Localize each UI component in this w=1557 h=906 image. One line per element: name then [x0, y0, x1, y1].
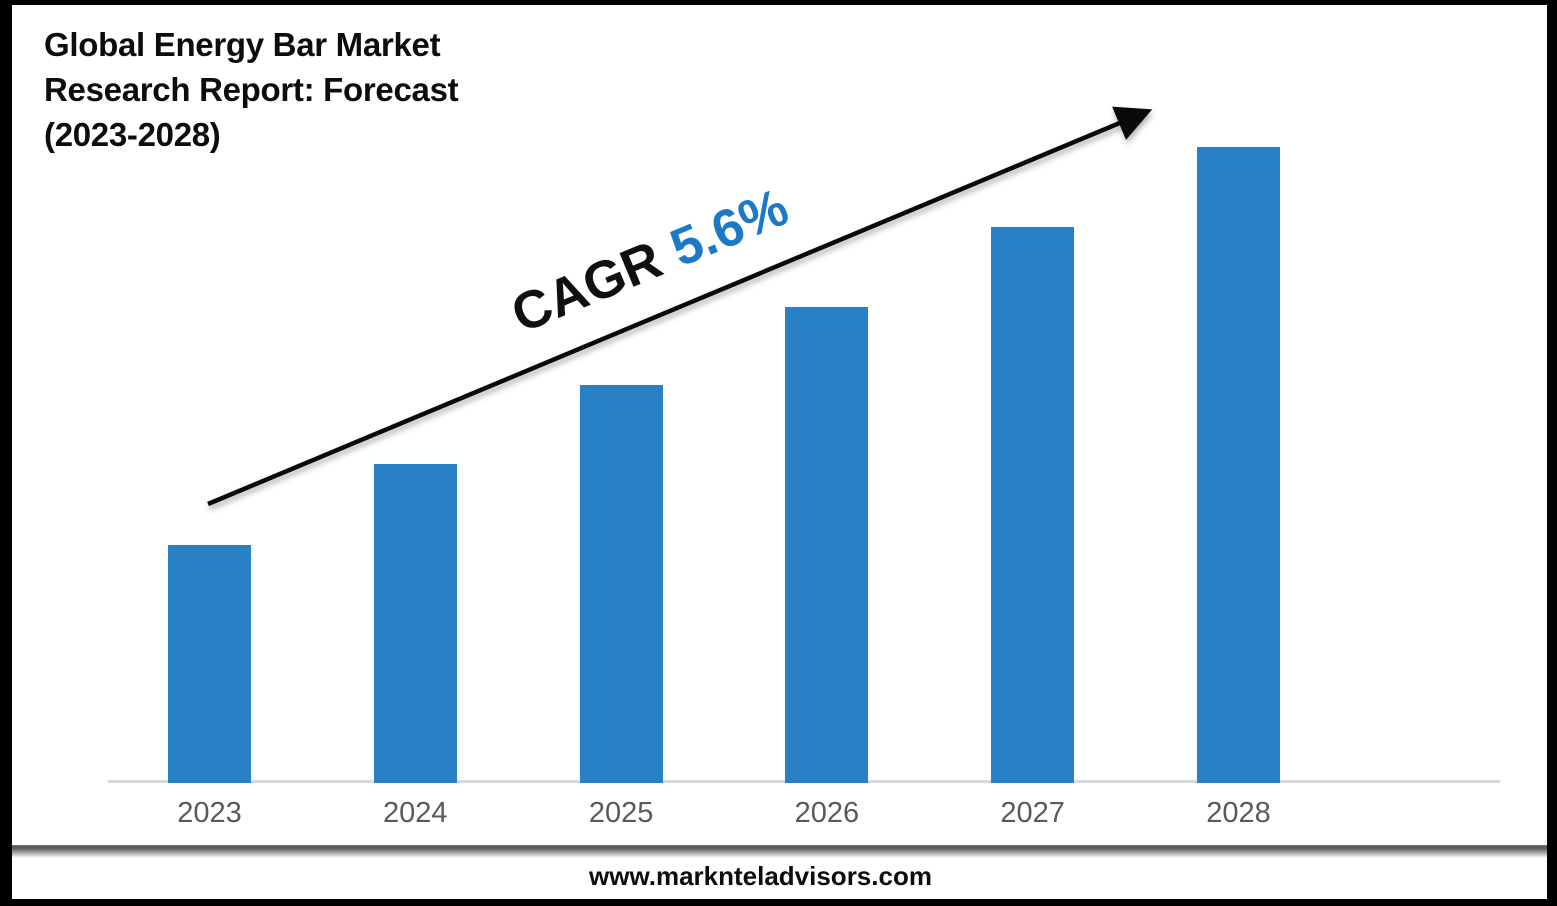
bar-2026 [785, 307, 869, 783]
frame-border-left [0, 0, 12, 906]
x-label-2025: 2025 [588, 797, 654, 829]
bar-2025 [579, 385, 663, 783]
bar-2023 [168, 545, 251, 783]
chart-title-line-3: (2023-2028) [44, 116, 221, 153]
x-label-2028: 2028 [1206, 797, 1271, 829]
cagr-label: CAGR [503, 230, 671, 345]
footer: www.marknteladvisors.com [0, 861, 1557, 891]
chart-title: Global Energy Bar Market Research Report… [44, 22, 459, 157]
frame-border-right [1547, 0, 1557, 906]
footer-divider [12, 845, 1547, 858]
bar-2027 [991, 227, 1075, 783]
bar-2028 [1197, 147, 1280, 783]
x-label-2023: 2023 [177, 797, 242, 829]
cagr-annotation: CAGR5.6% [503, 177, 797, 346]
x-label-2027: 2027 [1000, 797, 1065, 829]
chart-title-line-1: Global Energy Bar Market [44, 26, 441, 63]
bar-2024 [373, 464, 457, 783]
chart-title-line-2: Research Report: Forecast [44, 71, 459, 108]
cagr-value: 5.6% [662, 177, 797, 279]
frame-border-top [0, 0, 1557, 5]
website-url: www.marknteladvisors.com [589, 861, 932, 891]
x-label-2026: 2026 [794, 797, 860, 829]
frame-border-bottom [0, 899, 1557, 906]
x-label-2024: 2024 [383, 797, 448, 829]
